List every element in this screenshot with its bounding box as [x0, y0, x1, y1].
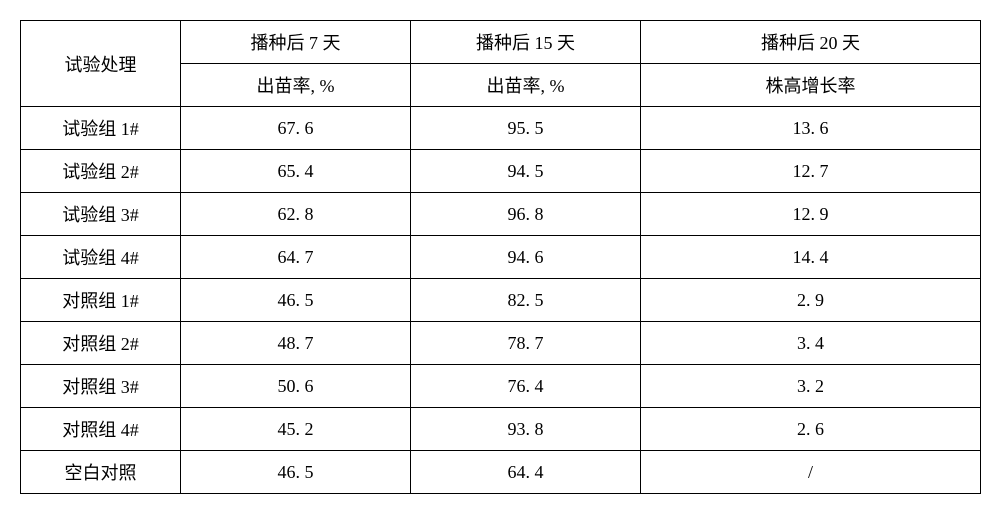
table-body: 试验组 1# 67. 6 95. 5 13. 6 试验组 2# 65. 4 94…	[21, 107, 981, 494]
header-row-1: 试验处理 播种后 7 天 播种后 15 天 播种后 20 天	[21, 21, 981, 64]
cell-d20: 12. 9	[641, 193, 981, 236]
cell-d20: /	[641, 451, 981, 494]
cell-d20: 3. 2	[641, 365, 981, 408]
cell-d20: 2. 9	[641, 279, 981, 322]
cell-label: 对照组 2#	[21, 322, 181, 365]
cell-label: 试验组 4#	[21, 236, 181, 279]
subheader-day7: 出苗率, %	[181, 64, 411, 107]
header-day15: 播种后 15 天	[411, 21, 641, 64]
cell-d15: 93. 8	[411, 408, 641, 451]
cell-d7: 48. 7	[181, 322, 411, 365]
subheader-day15: 出苗率, %	[411, 64, 641, 107]
cell-d7: 62. 8	[181, 193, 411, 236]
cell-d7: 46. 5	[181, 451, 411, 494]
cell-d7: 45. 2	[181, 408, 411, 451]
cell-d20: 13. 6	[641, 107, 981, 150]
cell-d15: 95. 5	[411, 107, 641, 150]
table-row: 试验组 4# 64. 7 94. 6 14. 4	[21, 236, 981, 279]
cell-d20: 3. 4	[641, 322, 981, 365]
cell-d20: 14. 4	[641, 236, 981, 279]
cell-d7: 67. 6	[181, 107, 411, 150]
subheader-day20: 株高增长率	[641, 64, 981, 107]
cell-d15: 64. 4	[411, 451, 641, 494]
table-row: 对照组 3# 50. 6 76. 4 3. 2	[21, 365, 981, 408]
header-day20: 播种后 20 天	[641, 21, 981, 64]
cell-d7: 50. 6	[181, 365, 411, 408]
cell-label: 对照组 4#	[21, 408, 181, 451]
cell-label: 对照组 1#	[21, 279, 181, 322]
table-row: 对照组 4# 45. 2 93. 8 2. 6	[21, 408, 981, 451]
cell-d7: 65. 4	[181, 150, 411, 193]
cell-label: 试验组 2#	[21, 150, 181, 193]
cell-label: 试验组 1#	[21, 107, 181, 150]
table-header: 试验处理 播种后 7 天 播种后 15 天 播种后 20 天 出苗率, % 出苗…	[21, 21, 981, 107]
table-row: 对照组 2# 48. 7 78. 7 3. 4	[21, 322, 981, 365]
cell-d15: 94. 6	[411, 236, 641, 279]
table-row: 空白对照 46. 5 64. 4 /	[21, 451, 981, 494]
table-row: 试验组 3# 62. 8 96. 8 12. 9	[21, 193, 981, 236]
table-row: 试验组 2# 65. 4 94. 5 12. 7	[21, 150, 981, 193]
table-row: 试验组 1# 67. 6 95. 5 13. 6	[21, 107, 981, 150]
cell-d15: 76. 4	[411, 365, 641, 408]
cell-d7: 64. 7	[181, 236, 411, 279]
cell-d15: 78. 7	[411, 322, 641, 365]
cell-d7: 46. 5	[181, 279, 411, 322]
cell-d20: 12. 7	[641, 150, 981, 193]
experiment-results-table: 试验处理 播种后 7 天 播种后 15 天 播种后 20 天 出苗率, % 出苗…	[20, 20, 981, 494]
cell-label: 空白对照	[21, 451, 181, 494]
header-day7: 播种后 7 天	[181, 21, 411, 64]
cell-d20: 2. 6	[641, 408, 981, 451]
cell-d15: 82. 5	[411, 279, 641, 322]
cell-label: 对照组 3#	[21, 365, 181, 408]
cell-d15: 96. 8	[411, 193, 641, 236]
table-row: 对照组 1# 46. 5 82. 5 2. 9	[21, 279, 981, 322]
cell-label: 试验组 3#	[21, 193, 181, 236]
cell-d15: 94. 5	[411, 150, 641, 193]
header-treatment: 试验处理	[21, 21, 181, 107]
